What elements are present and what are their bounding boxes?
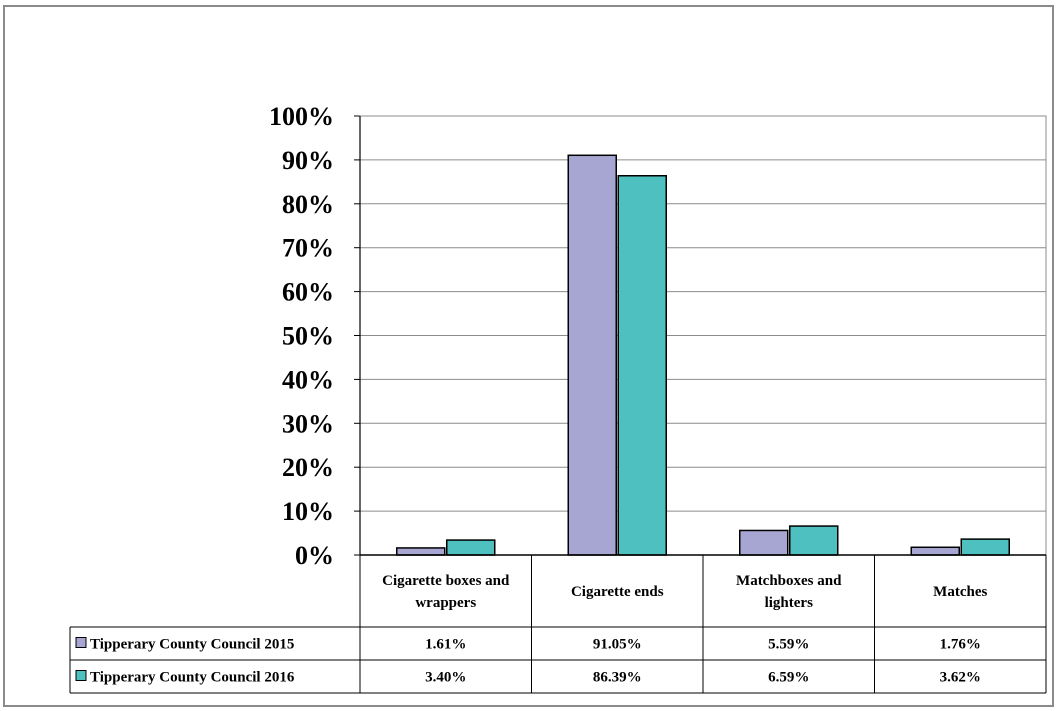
y-tick-label: 20% — [282, 453, 334, 482]
data-value-label: 3.40% — [425, 670, 466, 686]
y-tick-label: 30% — [282, 409, 334, 438]
bar-2-4 — [960, 538, 1010, 556]
bar-1-2 — [567, 154, 617, 556]
y-tick-label: 50% — [282, 322, 334, 351]
data-value-label: 3.62% — [940, 670, 981, 686]
y-tick-label: 70% — [282, 234, 334, 263]
x-category-label: Cigarette boxes and — [382, 573, 510, 589]
data-value-label: 5.59% — [768, 637, 809, 653]
legend-series-name: Tipperary County Council 2015 — [90, 637, 294, 653]
legend-series-name: Tipperary County Council 2016 — [90, 670, 295, 686]
bar-2-1 — [446, 539, 496, 556]
y-tick-label: 100% — [269, 102, 334, 131]
bar-1-1 — [396, 547, 446, 556]
y-tick-label: 80% — [282, 190, 334, 219]
bar-2-3 — [789, 525, 839, 556]
data-value-label: 1.76% — [940, 637, 981, 653]
legend-swatch — [75, 670, 87, 681]
y-tick-label: 90% — [282, 146, 334, 175]
x-category-label: Matchboxes and — [736, 573, 842, 589]
x-category-label: Matches — [933, 584, 987, 600]
bar-1-4 — [910, 546, 960, 556]
bar-1-3 — [739, 529, 789, 556]
data-value-label: 6.59% — [768, 670, 809, 686]
data-value-label: 91.05% — [593, 637, 642, 653]
data-value-label: 86.39% — [593, 670, 642, 686]
bar-2-2 — [617, 174, 667, 556]
data-value-label: 1.61% — [425, 637, 466, 653]
legend-swatch — [75, 637, 87, 648]
y-tick-label: 40% — [282, 365, 334, 394]
chart-frame — [3, 5, 1054, 707]
x-category-label: lighters — [765, 595, 813, 611]
x-category-label: wrappers — [415, 595, 476, 611]
y-tick-label: 10% — [282, 497, 334, 526]
y-tick-label: 60% — [282, 278, 334, 307]
y-tick-label: 0% — [295, 541, 334, 570]
x-category-label: Cigarette ends — [571, 584, 664, 600]
